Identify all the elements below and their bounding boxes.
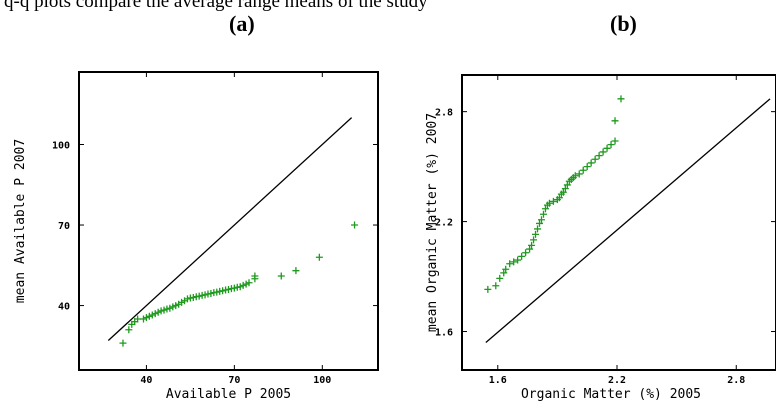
x-tick-label: 2.8: [727, 375, 745, 386]
data-point: [125, 326, 133, 334]
data-point: [484, 285, 492, 293]
data-point: [502, 265, 510, 273]
reference-line: [485, 98, 771, 344]
data-point: [571, 172, 579, 180]
data-point: [506, 260, 514, 268]
y-tick-label: 2.2: [435, 218, 453, 229]
data-point: [528, 241, 536, 249]
plot-frame: [78, 71, 379, 371]
data-point: [119, 339, 127, 347]
data-point: [245, 279, 253, 287]
data-point: [534, 225, 542, 233]
data-point: [536, 219, 544, 227]
x-tick-label: 100: [313, 375, 331, 386]
data-point: [575, 170, 583, 178]
data-point: [611, 117, 619, 125]
data-point: [617, 95, 625, 103]
x-tick-label: 1.6: [489, 375, 507, 386]
y-axis-title: mean Available P 2007: [13, 139, 28, 303]
data-point: [583, 163, 591, 171]
data-point: [607, 141, 615, 149]
data-point: [541, 205, 549, 213]
data-point: [545, 199, 553, 207]
data-point: [351, 221, 359, 229]
x-axis-title: Organic Matter (%) 2005: [521, 387, 701, 402]
data-point: [514, 256, 522, 264]
data-point: [591, 155, 599, 163]
y-tick-label: 1.6: [435, 328, 453, 339]
data-point: [611, 137, 619, 145]
data-point: [563, 181, 571, 189]
y-tick-label: 40: [58, 302, 70, 313]
data-point: [579, 166, 587, 174]
data-point: [603, 144, 611, 152]
x-tick-label: 2.2: [608, 375, 626, 386]
data-point: [587, 159, 595, 167]
data-point: [559, 188, 567, 196]
data-point: [599, 148, 607, 156]
x-axis-title: Available P 2005: [166, 387, 291, 402]
data-point: [251, 272, 259, 280]
data-point: [549, 197, 557, 205]
y-tick-label: 2.8: [435, 108, 453, 119]
data-point: [292, 267, 300, 275]
data-point: [134, 315, 142, 323]
data-point: [530, 236, 538, 244]
data-point: [315, 253, 323, 261]
panel-label-b: (b): [610, 11, 637, 36]
data-point: [277, 272, 285, 280]
data-point: [518, 252, 526, 260]
data-point: [555, 194, 563, 202]
reference-line: [107, 117, 353, 341]
panel-label-a: (a): [229, 11, 255, 36]
data-point: [539, 210, 547, 218]
x-tick-label: 70: [228, 375, 240, 386]
data-point: [496, 274, 504, 282]
data-point: [510, 258, 518, 266]
data-point: [532, 230, 540, 238]
plot-frame: [461, 74, 776, 371]
data-point: [492, 282, 500, 290]
data-point: [537, 216, 545, 224]
data-point: [561, 185, 569, 193]
caption-fragment: q-q plots compare the average range mean…: [4, 0, 428, 12]
data-point: [526, 245, 534, 253]
data-point: [500, 269, 508, 277]
x-tick-label: 40: [140, 375, 152, 386]
y-tick-label: 70: [58, 221, 70, 232]
data-point: [595, 152, 603, 160]
y-axis-title: mean Organic Matter (%) 2007: [425, 113, 440, 332]
y-tick-label: 100: [52, 140, 70, 151]
plot-a: 40 70 100 40 70 100 Available P 2005 mean Avail…: [13, 71, 379, 402]
plot-b: 1.6 2.2 2.8 1.6 2.2 2.8 Organic Matter (%) 200…: [425, 74, 776, 402]
data-point: [522, 249, 530, 257]
